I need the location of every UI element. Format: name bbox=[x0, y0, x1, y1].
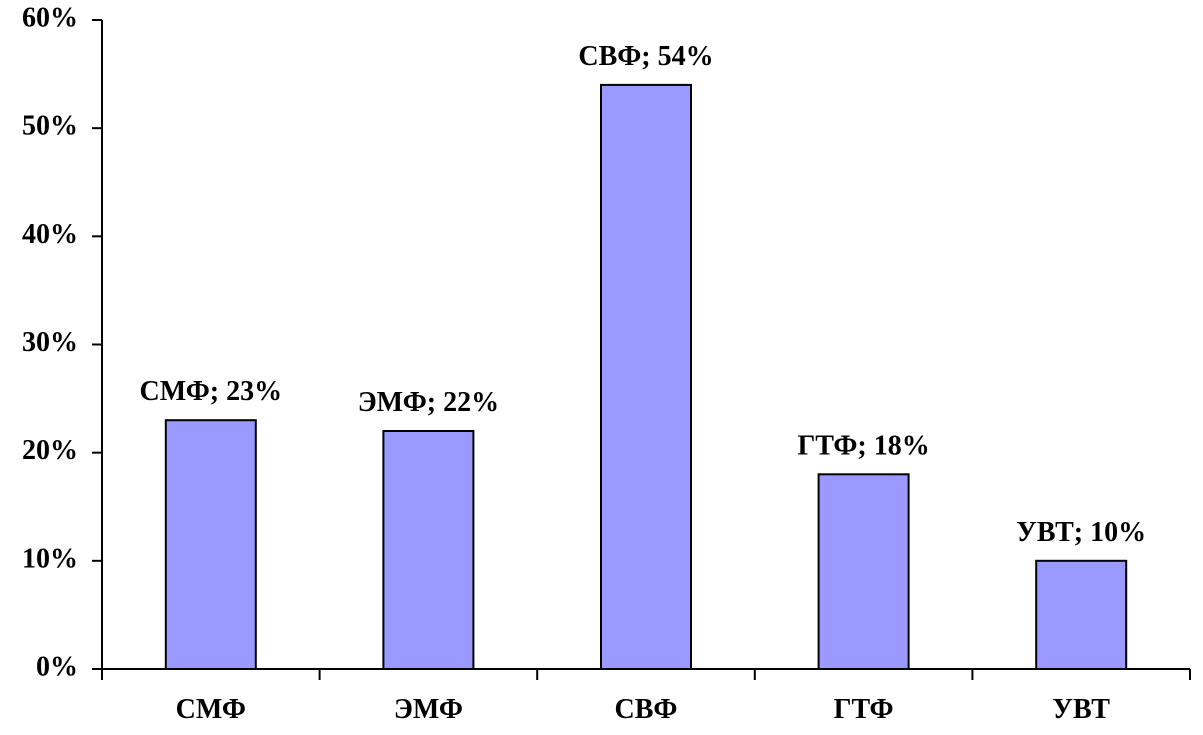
y-tick-label-30: 30% bbox=[22, 327, 78, 358]
bar-3 bbox=[600, 83, 692, 670]
y-tick-label-50: 50% bbox=[22, 111, 78, 142]
data-label-4: ГТФ; 18% bbox=[797, 430, 929, 461]
bar-5 bbox=[1035, 559, 1128, 670]
y-tick-label-20: 20% bbox=[22, 435, 78, 466]
y-tick-label-0: 0% bbox=[36, 651, 78, 682]
y-tick-label-10: 10% bbox=[22, 543, 78, 574]
y-tick-label-40: 40% bbox=[22, 219, 78, 250]
x-tick-label-1: СМФ bbox=[176, 694, 246, 725]
bar-2 bbox=[382, 430, 475, 670]
data-label-1: СМФ; 23% bbox=[139, 376, 282, 407]
bar-1 bbox=[164, 419, 257, 671]
x-tick-label-5: УВТ bbox=[1052, 694, 1110, 725]
x-tick-label-4: ГТФ bbox=[834, 694, 894, 725]
data-label-3: СВФ; 54% bbox=[578, 41, 713, 72]
y-tick-label-60: 60% bbox=[22, 2, 78, 33]
plot-area: 0% 10% 20% 30% 40% 50% 60% СМФ ЭМФ СВФ ГТФ УВТ СМФ; … bbox=[22, 2, 1191, 725]
data-label-2: ЭМФ; 22% bbox=[358, 387, 499, 418]
x-tick-label-3: СВФ bbox=[615, 694, 678, 725]
x-tick-label-2: ЭМФ bbox=[394, 694, 463, 725]
bar-4 bbox=[817, 473, 910, 670]
data-label-5: УВТ; 10% bbox=[1016, 517, 1146, 548]
